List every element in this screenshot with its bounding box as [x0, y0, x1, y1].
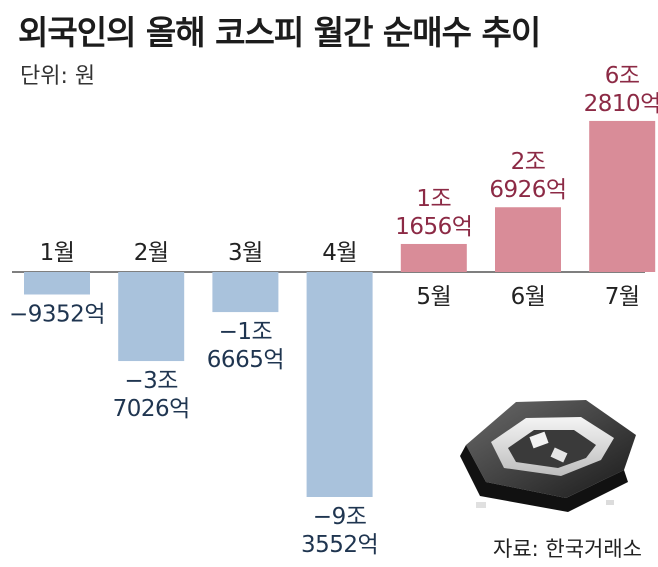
data-label-2-2: 7026억 [113, 396, 190, 422]
bar-7 [589, 120, 656, 273]
bar-4 [306, 272, 373, 497]
data-label-2-1: −3조 [124, 368, 178, 394]
x-tick-label-4: 4월 [322, 240, 357, 266]
unit-label: 단위: 원 [20, 64, 96, 89]
bar-2 [118, 272, 185, 362]
data-label-6-1: 2조 [511, 149, 546, 175]
trash-bin-illustration [460, 400, 636, 512]
data-label-5-2: 1656억 [395, 214, 472, 240]
x-tick-label-1: 1월 [40, 240, 75, 266]
chart-title: 외국인의 올해 코스피 월간 순매수 추이 [18, 13, 541, 52]
data-label-1-1: −9352억 [9, 301, 105, 327]
data-label-4-1: −9조 [313, 504, 367, 530]
data-label-7-2: 2810억 [584, 91, 658, 117]
bar-6 [495, 207, 561, 272]
data-label-3-2: 6665억 [207, 347, 284, 373]
data-label-5-1: 1조 [416, 186, 451, 212]
source-note: 자료: 한국거래소 [493, 537, 642, 561]
x-tick-label-5: 5월 [416, 284, 451, 310]
x-tick-label-7: 7월 [605, 284, 640, 310]
x-tick-label-6: 6월 [511, 284, 546, 310]
data-label-7-1: 6조 [605, 63, 640, 89]
bar-1 [24, 272, 90, 295]
bar-3 [212, 272, 279, 313]
x-tick-label-3: 3월 [228, 240, 263, 266]
data-label-4-2: 3552억 [301, 532, 378, 558]
x-tick-label-2: 2월 [134, 240, 169, 266]
data-label-3-1: −1조 [219, 319, 273, 345]
bar-5 [400, 243, 467, 272]
data-label-6-2: 6926억 [489, 177, 566, 203]
